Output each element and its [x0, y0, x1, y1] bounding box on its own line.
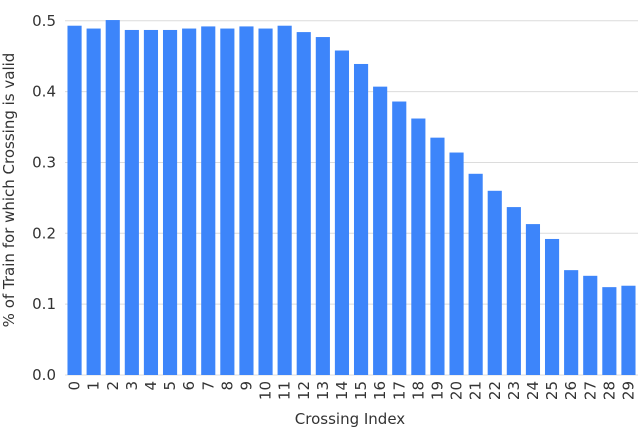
x-tick-label: 29	[619, 381, 637, 400]
bar	[143, 29, 159, 376]
bar	[105, 20, 120, 375]
bar	[411, 118, 426, 376]
bar	[392, 101, 407, 375]
bar	[583, 275, 598, 375]
y-tick-label: 0.1	[32, 295, 56, 313]
y-tick-label: 0.4	[32, 83, 56, 101]
x-tick-label: 18	[409, 381, 427, 400]
bar	[67, 25, 82, 376]
bar	[564, 270, 579, 375]
x-tick-label: 28	[600, 381, 618, 400]
bar	[162, 29, 178, 376]
x-tick-label: 26	[562, 381, 580, 400]
bar	[449, 152, 464, 375]
y-tick-label: 0.0	[32, 366, 56, 384]
x-tick-label: 10	[257, 381, 275, 400]
x-tick-label: 25	[543, 381, 561, 400]
x-tick-label: 12	[295, 381, 313, 400]
x-tick-label: 24	[524, 381, 542, 400]
x-tick-label: 17	[390, 381, 408, 400]
y-tick-label: 0.5	[32, 12, 56, 30]
x-tick-label: 13	[314, 381, 332, 400]
bar	[277, 25, 292, 376]
x-tick-label: 19	[428, 381, 446, 400]
bar	[86, 28, 101, 376]
bar	[124, 29, 139, 376]
x-tick-label: 14	[333, 381, 351, 400]
x-tick-label: 6	[180, 381, 198, 391]
bar	[182, 28, 197, 376]
bar	[201, 26, 216, 376]
bar	[296, 32, 311, 375]
x-tick-label: 11	[276, 381, 294, 400]
bar	[315, 37, 330, 375]
x-tick-label: 3	[123, 381, 141, 391]
x-tick-label: 5	[161, 381, 179, 391]
bar	[621, 285, 636, 375]
bar	[602, 287, 617, 375]
x-tick-label: 1	[85, 381, 103, 391]
bar	[353, 63, 369, 376]
x-tick-label: 16	[371, 381, 389, 400]
bar	[373, 86, 388, 376]
bar	[334, 50, 350, 376]
x-tick-label: 27	[581, 381, 599, 400]
x-tick-label: 22	[486, 381, 504, 400]
bar	[525, 224, 541, 375]
x-tick-label: 8	[218, 381, 236, 391]
x-tick-label: 4	[142, 381, 160, 391]
bar	[468, 173, 483, 375]
bar	[506, 207, 521, 375]
bar	[220, 28, 235, 376]
bar	[430, 137, 445, 375]
bar	[258, 28, 273, 376]
x-tick-label: 7	[199, 381, 217, 391]
bar	[239, 26, 254, 376]
x-tick-label: 21	[467, 381, 485, 400]
x-tick-label: 15	[352, 381, 370, 400]
x-tick-label: 9	[237, 381, 255, 391]
x-axis-label: Crossing Index	[295, 410, 405, 428]
x-tick-label: 0	[66, 381, 84, 391]
x-tick-label: 23	[505, 381, 523, 400]
x-tick-label: 20	[448, 381, 466, 400]
x-tick-label: 2	[104, 381, 122, 391]
y-tick-label: 0.3	[32, 153, 56, 171]
y-axis-label: % of Train for which Crossing is valid	[0, 53, 18, 328]
y-tick-label: 0.2	[32, 224, 56, 242]
bar	[544, 238, 560, 375]
bar	[487, 190, 502, 375]
